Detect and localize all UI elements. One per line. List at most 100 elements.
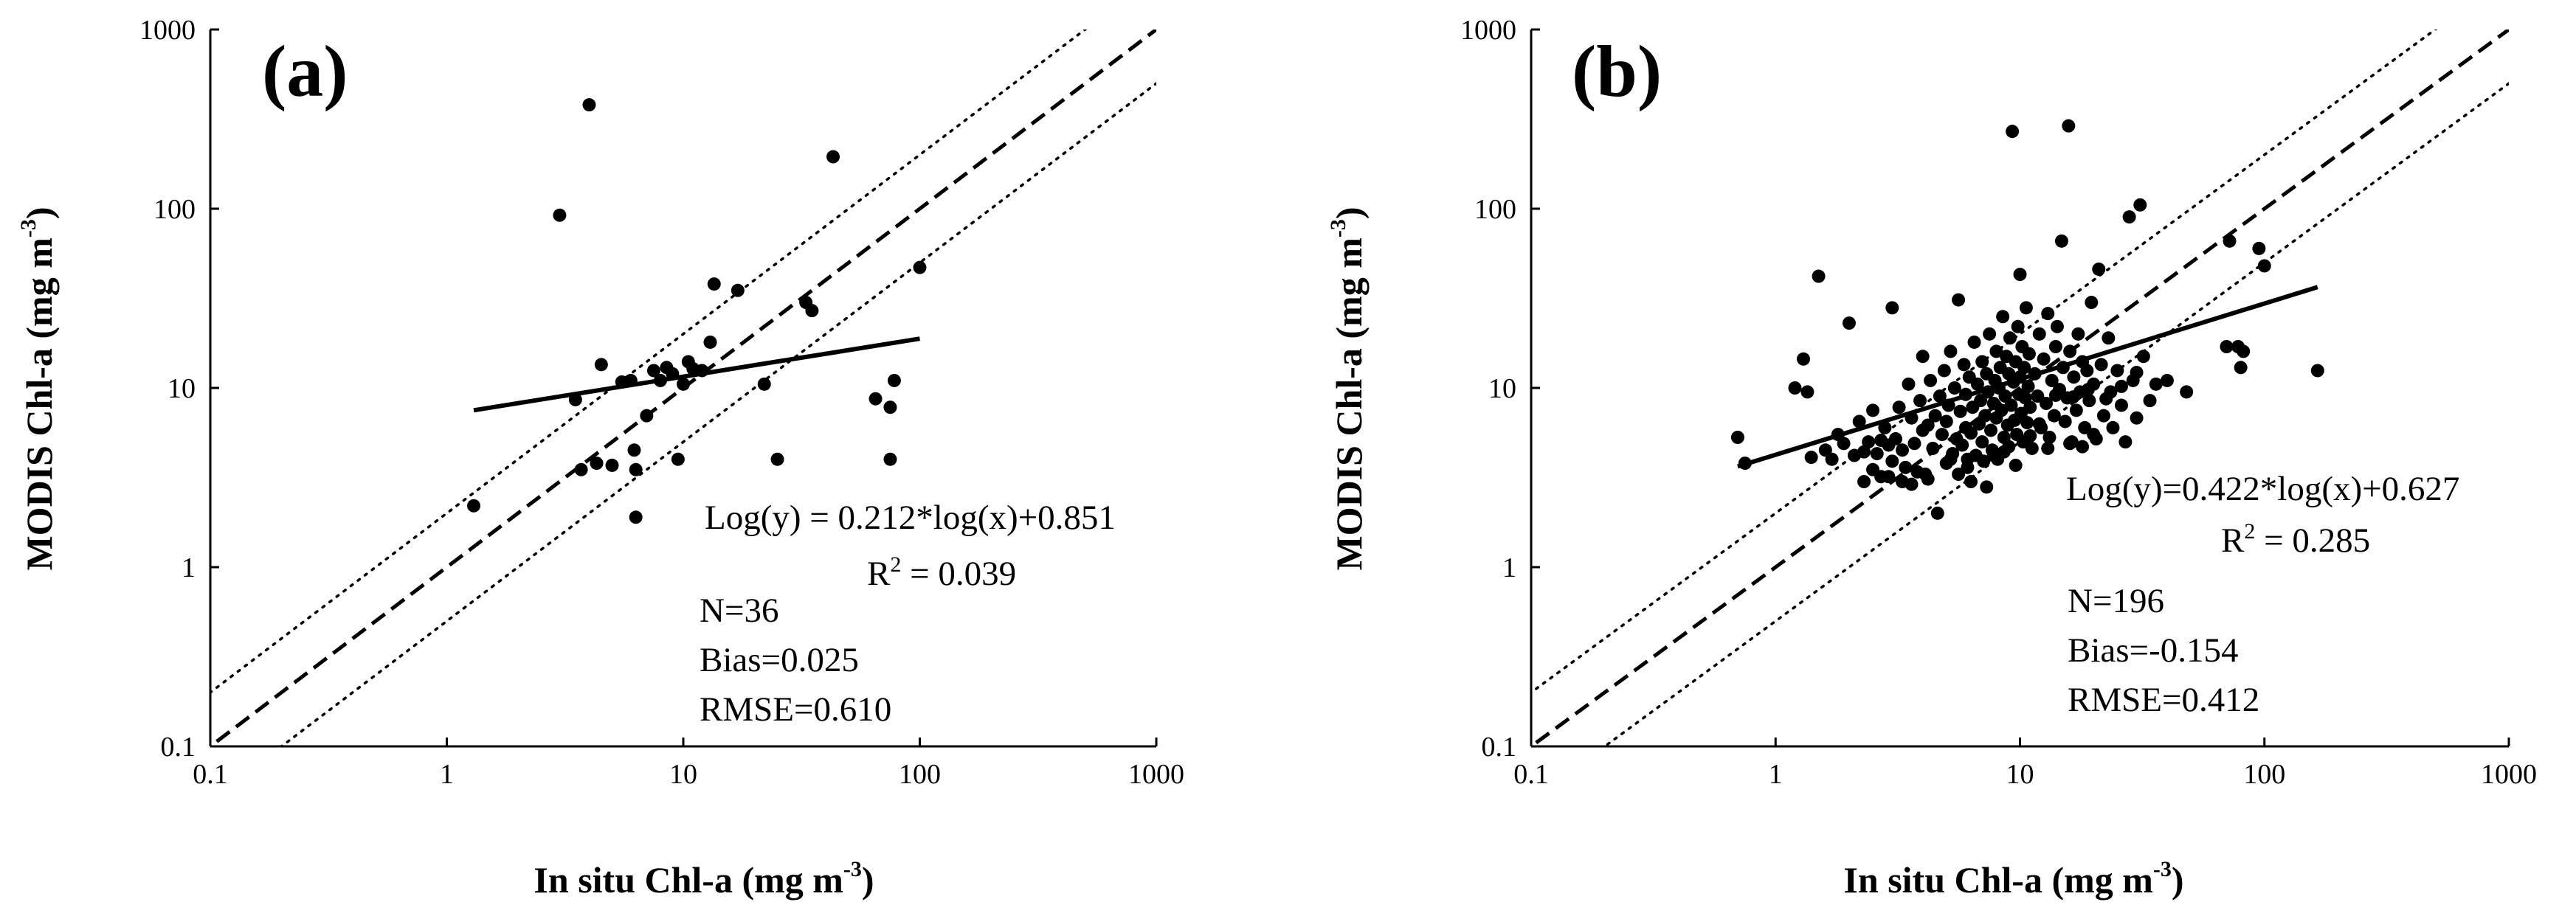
x-tick-label: 1	[440, 759, 454, 790]
data-point	[2143, 394, 2157, 408]
y-tick-label: 100	[1474, 194, 1516, 225]
data-point	[590, 457, 604, 471]
data-point	[1957, 358, 1971, 372]
data-point	[2006, 125, 2020, 139]
data-point	[2054, 234, 2068, 248]
y-tick-label: 1000	[1460, 15, 1516, 46]
data-point	[2023, 429, 2037, 443]
data-point	[2149, 377, 2163, 391]
data-point	[2223, 234, 2237, 248]
data-point	[1899, 460, 1913, 474]
data-point	[2063, 344, 2077, 358]
data-point	[677, 377, 690, 391]
data-point	[2020, 416, 2034, 430]
panel-label: (a)	[262, 30, 348, 112]
x-axis-title: In situ Chl-a (mg m-3)	[1843, 857, 2183, 901]
data-point	[2011, 319, 2025, 333]
data-point	[1953, 404, 1967, 418]
data-point	[1913, 394, 1927, 408]
y-tick-label: 10	[168, 373, 196, 404]
data-point	[1837, 437, 1851, 451]
data-point	[869, 392, 883, 406]
data-point	[1885, 301, 1899, 315]
data-point	[2041, 441, 2055, 455]
data-point	[2041, 307, 2055, 321]
data-point	[1892, 400, 1906, 414]
data-point	[707, 277, 721, 291]
data-point	[1947, 381, 1961, 395]
data-point	[2009, 458, 2023, 472]
data-point	[1796, 352, 1810, 366]
one-to-one-line	[210, 30, 1156, 746]
data-point	[1978, 409, 1992, 423]
data-point	[2180, 385, 2194, 399]
x-tick-label: 1000	[2481, 759, 2537, 790]
data-point	[1975, 355, 1989, 369]
data-point	[2003, 331, 2017, 345]
data-point	[2076, 440, 2090, 454]
data-point	[2122, 210, 2136, 224]
ratio-line-0.5x	[279, 81, 1156, 746]
data-point	[2080, 364, 2094, 378]
data-point	[1862, 435, 1876, 449]
data-point	[1944, 344, 1958, 358]
data-point	[1924, 373, 1938, 387]
r-squared: R2 = 0.285	[2221, 519, 2370, 560]
data-point	[605, 458, 619, 472]
data-point	[913, 260, 927, 274]
data-point	[2062, 119, 2076, 133]
data-point	[1921, 418, 1935, 432]
data-point	[1952, 293, 1966, 307]
data-point	[1921, 472, 1935, 486]
data-point	[2094, 358, 2108, 372]
data-point	[1788, 381, 1802, 395]
data-point	[2234, 361, 2248, 375]
data-point	[1930, 506, 1944, 520]
data-point	[1939, 414, 1953, 428]
data-point	[1916, 350, 1930, 364]
data-point	[2043, 431, 2057, 445]
y-tick-label: 0.1	[161, 732, 196, 763]
data-point	[2082, 394, 2096, 408]
data-point	[1896, 443, 1910, 457]
data-point	[703, 335, 717, 349]
y-tick-label: 1	[1502, 552, 1516, 583]
data-point	[2130, 411, 2144, 425]
x-tick-label: 100	[899, 759, 941, 790]
data-point	[887, 373, 901, 387]
data-point	[2114, 398, 2128, 412]
data-point	[1878, 420, 1892, 434]
data-point	[467, 499, 481, 513]
x-tick-label: 10	[669, 759, 697, 790]
data-point	[1967, 335, 1981, 349]
data-point	[1980, 480, 1994, 494]
data-point	[2013, 268, 2027, 282]
y-tick-label: 1	[182, 552, 196, 583]
data-point	[646, 364, 660, 378]
data-point	[2048, 340, 2062, 354]
data-point	[1944, 452, 1958, 466]
data-point	[2110, 364, 2124, 378]
data-point	[2032, 417, 2046, 431]
data-point	[826, 150, 840, 164]
data-point	[1933, 389, 1947, 403]
data-point	[1964, 475, 1978, 489]
x-axis-title: In situ Chl-a (mg m-3)	[533, 857, 874, 901]
data-point	[2252, 241, 2266, 255]
data-point	[2045, 373, 2059, 387]
data-point	[2032, 327, 2046, 341]
data-point	[1907, 437, 1921, 451]
data-point	[553, 208, 567, 222]
r-squared: R2 = 0.039	[867, 552, 1016, 593]
data-point	[1804, 451, 1818, 465]
data-point	[2106, 420, 2120, 434]
stat-bias: Bias=0.025	[700, 641, 859, 679]
data-point	[627, 443, 641, 457]
data-point	[2087, 428, 2101, 442]
regression-line	[473, 336, 920, 413]
stat-rmse: RMSE=0.412	[2068, 681, 2259, 719]
data-point	[594, 358, 608, 372]
data-point	[1964, 426, 1978, 440]
data-point	[2022, 347, 2036, 361]
